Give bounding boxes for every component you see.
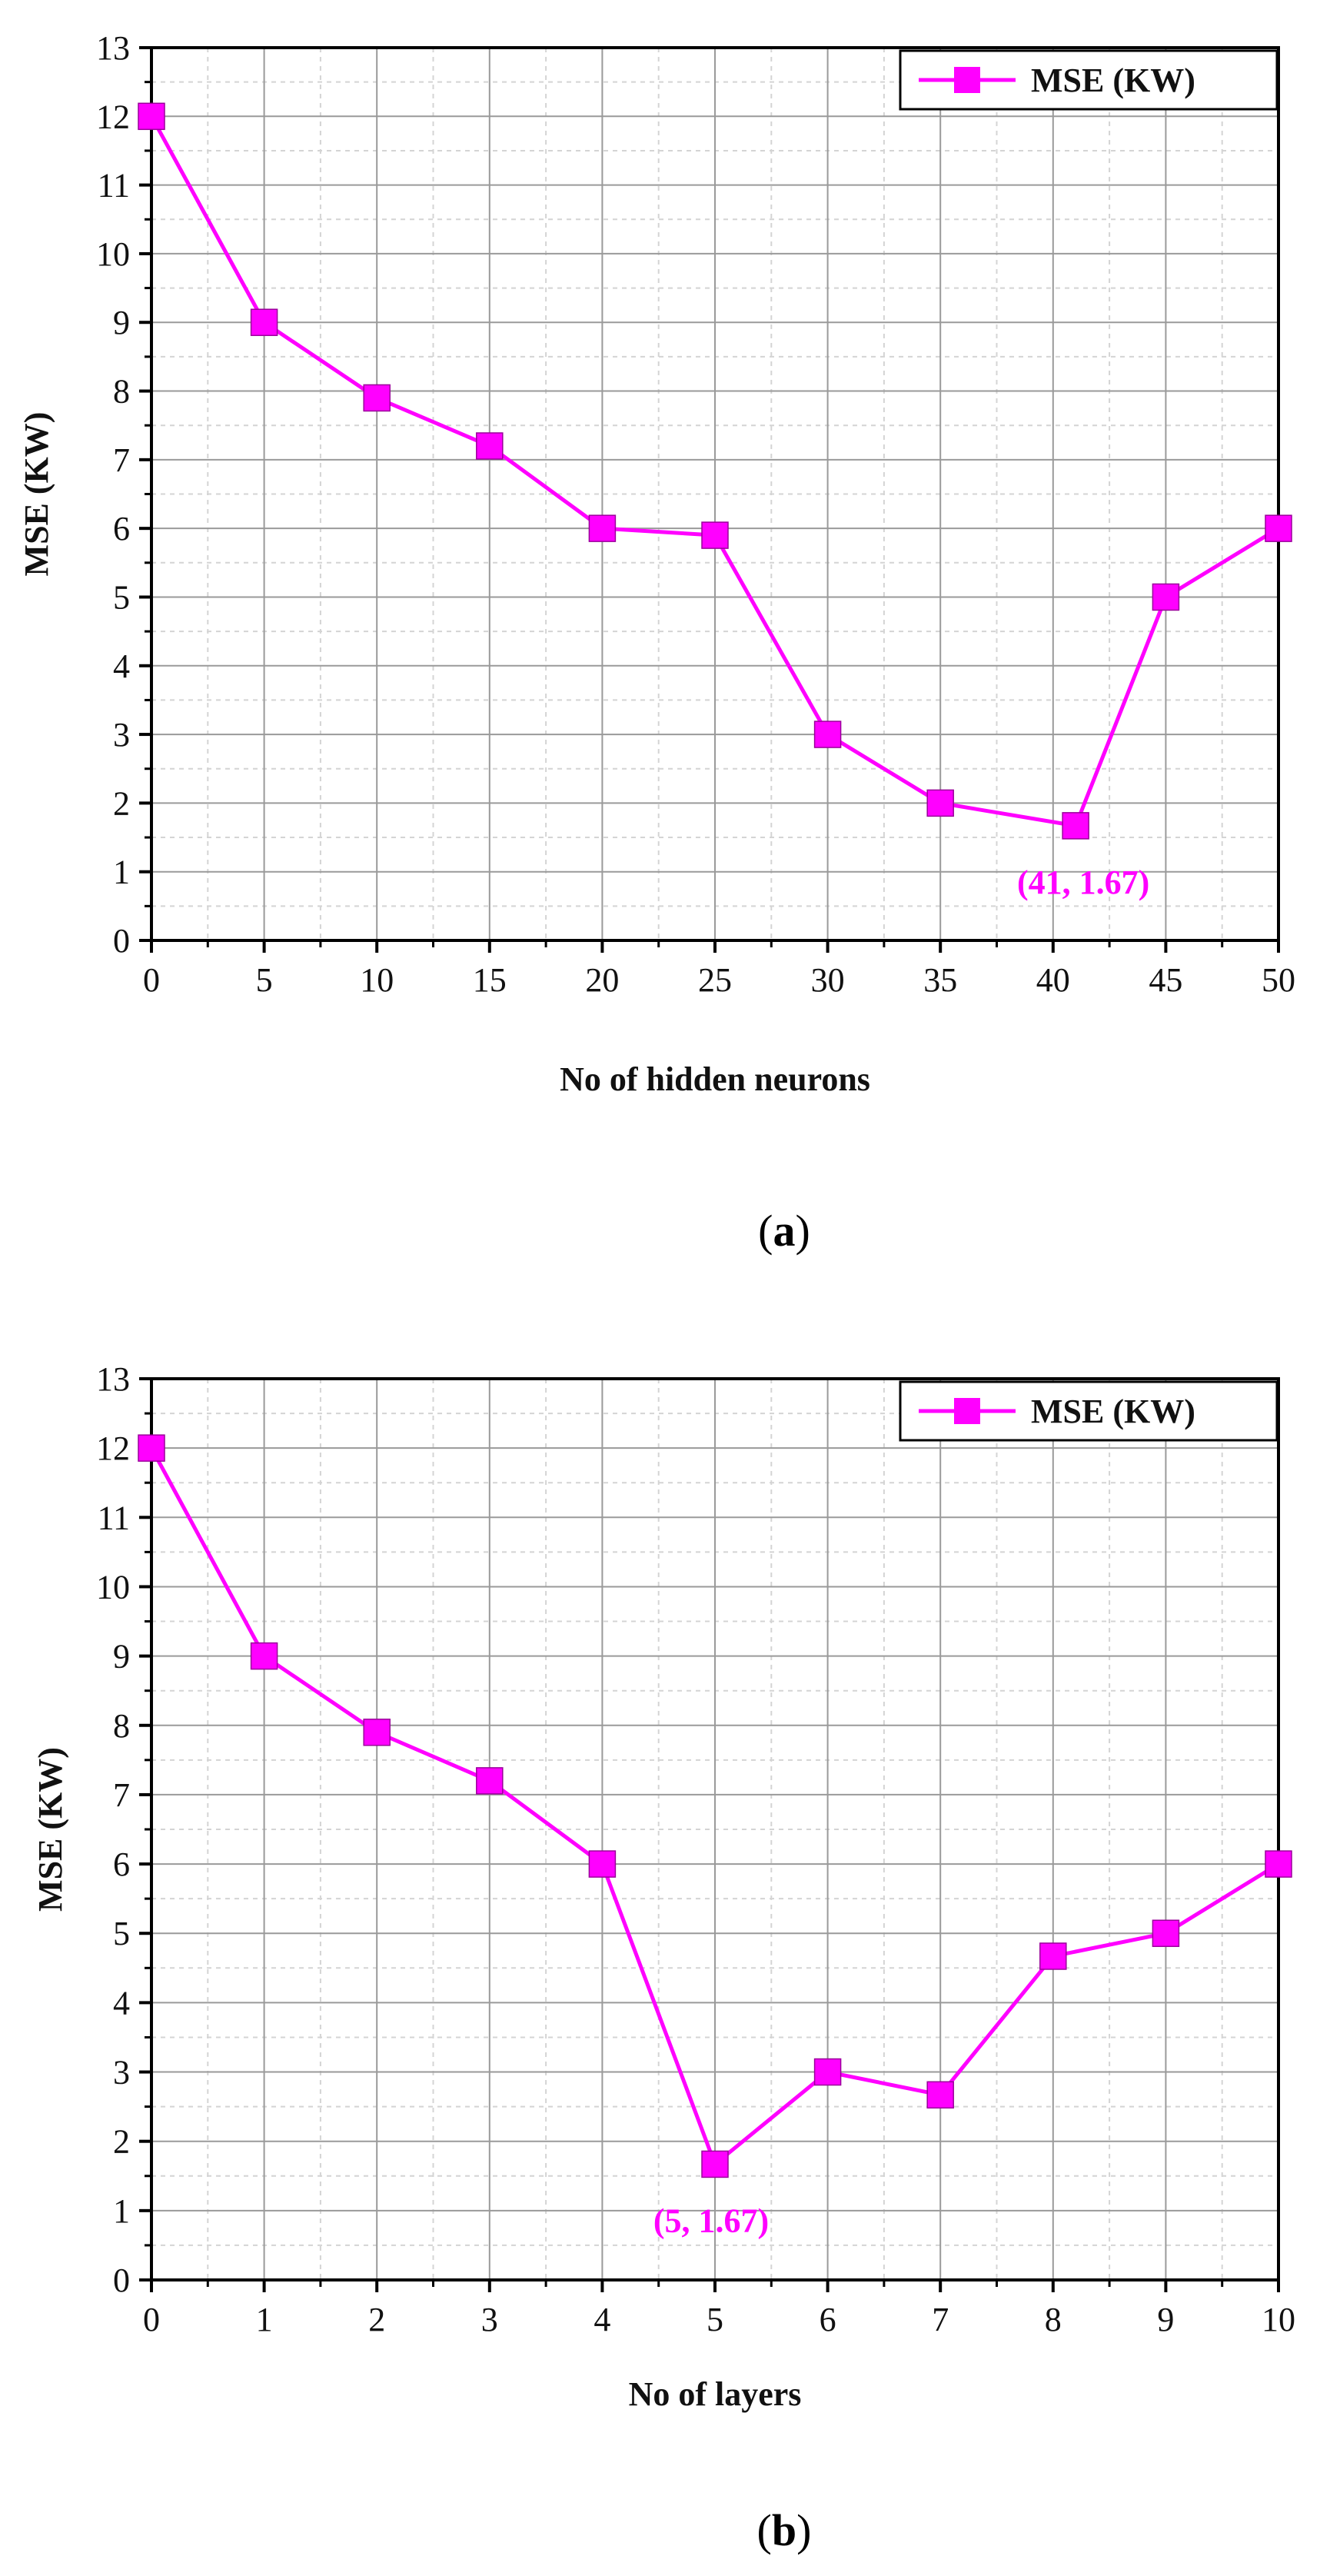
y-tick-label: 3 [113, 2054, 130, 2092]
y-tick-label: 8 [113, 373, 130, 411]
data-point [476, 432, 504, 460]
annotation-label: (5, 1.67) [653, 2202, 769, 2239]
y-tick-label: 9 [113, 1638, 130, 1676]
y-axis-title: MSE (KW) [18, 412, 55, 577]
legend: MSE (KW) [899, 49, 1278, 111]
x-tick-label: 30 [811, 961, 845, 999]
x-tick-label: 10 [1262, 2301, 1295, 2338]
data-point [588, 514, 617, 542]
y-tick-label: 13 [96, 29, 130, 67]
data-point [1039, 1942, 1067, 1970]
x-tick-label: 5 [256, 961, 273, 999]
y-tick-label: 12 [96, 98, 130, 135]
data-point [1265, 1850, 1292, 1878]
x-tick-label: 45 [1149, 961, 1182, 999]
data-point [701, 2150, 729, 2178]
y-tick-label: 7 [113, 1776, 130, 1814]
data-point [363, 1719, 391, 1746]
x-tick-label: 2 [368, 2301, 385, 2338]
x-tick-label: 25 [698, 961, 732, 999]
y-tick-label: 5 [113, 1915, 130, 1952]
data-point [1152, 583, 1180, 611]
x-tick-label: 4 [594, 2301, 610, 2338]
data-point [701, 521, 729, 549]
y-tick-label: 9 [113, 304, 130, 341]
data-point [250, 308, 278, 336]
y-tick-label: 11 [98, 1499, 130, 1536]
x-tick-label: 8 [1045, 2301, 1062, 2338]
y-tick-label: 12 [96, 1429, 130, 1467]
chart-panel-a: 0 5 10 15 20 25 30 35 40 45 50012345678910111213No… [18, 29, 1295, 1256]
legend-box [899, 1380, 1278, 1442]
data-point [1152, 1919, 1180, 1947]
data-point [813, 721, 842, 748]
panel-caption: (a) [758, 1206, 810, 1256]
y-tick-label: 10 [96, 1568, 130, 1606]
x-axis-title: No of layers [629, 2375, 802, 2413]
x-tick-label: 20 [585, 961, 619, 999]
data-point [1062, 812, 1089, 840]
y-tick-label: 6 [113, 510, 130, 547]
x-tick-label: 50 [1262, 961, 1295, 999]
x-tick-label: 7 [932, 2301, 949, 2338]
y-tick-label: 1 [113, 2192, 130, 2230]
data-point [1265, 514, 1292, 542]
annotation-label: (41, 1.67) [1017, 864, 1149, 901]
y-axis-title: MSE (KW) [32, 1747, 69, 1912]
x-tick-label: 40 [1036, 961, 1070, 999]
data-point [138, 1434, 165, 1462]
x-tick-label: 35 [923, 961, 957, 999]
panel-caption: (b) [757, 2505, 812, 2555]
y-tick-label: 4 [113, 1984, 130, 2022]
data-point [926, 789, 954, 817]
x-tick-label: 10 [360, 961, 394, 999]
y-tick-label: 1 [113, 854, 130, 891]
data-point [813, 2058, 842, 2086]
x-tick-label: 5 [707, 2301, 723, 2338]
y-tick-label: 11 [98, 167, 130, 205]
y-tick-label: 13 [96, 1360, 130, 1398]
y-tick-label: 4 [113, 647, 130, 685]
legend-marker [954, 1398, 980, 1424]
x-axis-title: No of hidden neurons [560, 1060, 870, 1098]
y-tick-label: 7 [113, 441, 130, 479]
x-tick-label: 0 [143, 961, 160, 999]
legend-label: MSE (KW) [1031, 1393, 1195, 1430]
y-tick-label: 5 [113, 578, 130, 616]
data-point [250, 1642, 278, 1670]
x-tick-label: 3 [481, 2301, 498, 2338]
y-tick-label: 6 [113, 1845, 130, 1883]
data-point [588, 1850, 617, 1878]
y-tick-label: 2 [113, 2123, 130, 2161]
y-tick-label: 3 [113, 716, 130, 754]
y-tick-label: 8 [113, 1707, 130, 1745]
y-tick-label: 10 [96, 235, 130, 273]
legend: MSE (KW) [899, 1380, 1278, 1442]
x-tick-label: 9 [1157, 2301, 1174, 2338]
x-tick-label: 0 [143, 2301, 160, 2338]
x-tick-label: 6 [820, 2301, 836, 2338]
legend-marker [954, 67, 980, 93]
data-point [138, 102, 165, 131]
legend-label: MSE (KW) [1031, 62, 1195, 99]
data-point [926, 2081, 954, 2109]
y-tick-label: 2 [113, 784, 130, 822]
x-tick-label: 1 [256, 2301, 273, 2338]
y-tick-label: 0 [113, 2261, 130, 2299]
y-tick-label: 0 [113, 922, 130, 960]
x-tick-label: 15 [473, 961, 507, 999]
data-point [363, 384, 391, 412]
data-point [476, 1767, 504, 1795]
